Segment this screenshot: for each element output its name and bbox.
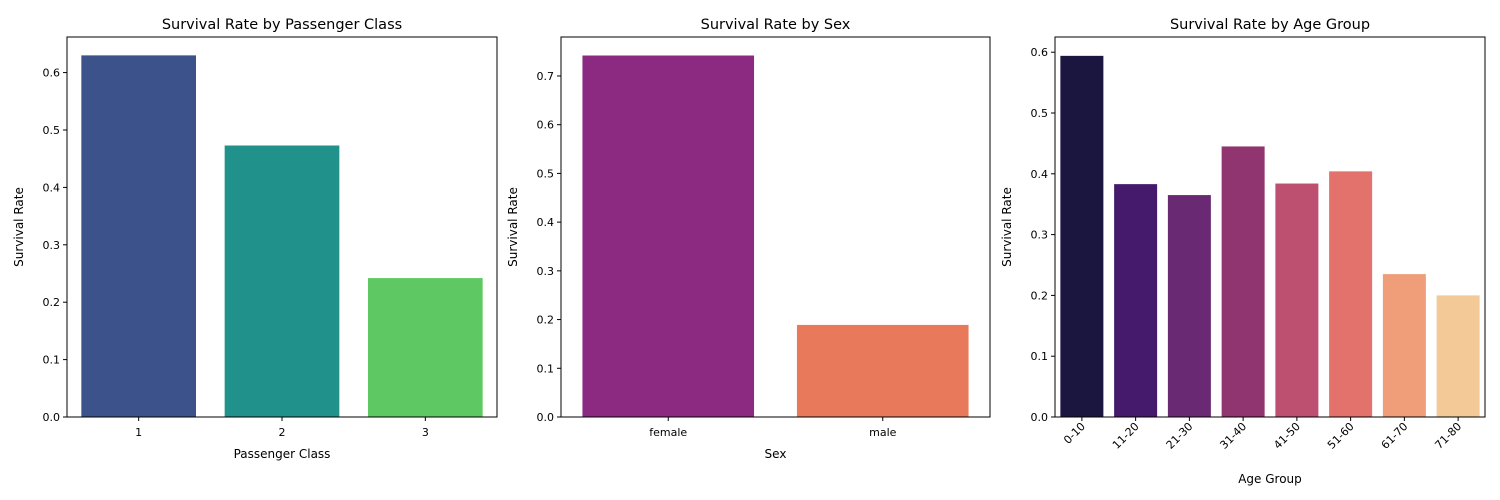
y-tick-label: 0.3 bbox=[1031, 229, 1049, 242]
bar-31-40 bbox=[1221, 146, 1265, 417]
y-tick-label: 0.4 bbox=[537, 216, 555, 229]
bar-0-10 bbox=[1060, 55, 1104, 418]
x-axis-label: Age Group bbox=[1238, 472, 1302, 486]
bar-1 bbox=[81, 55, 196, 417]
y-tick-label: 0.5 bbox=[43, 124, 61, 137]
chart-panel-3: 0.0 0.1 0.2 0.3 0.4 0.5 0.6 0-10 11-20 21-30 31-40… bbox=[1000, 17, 1486, 486]
y-tick-label: 0.6 bbox=[43, 67, 61, 80]
x-tick-label: 2 bbox=[279, 426, 286, 439]
x-tick-label: 31-40 bbox=[1217, 420, 1249, 452]
x-tick-label: 1 bbox=[135, 426, 142, 439]
bar-61-70 bbox=[1382, 274, 1426, 417]
y-tick-label: 0.0 bbox=[1031, 411, 1049, 424]
x-tick-label: female bbox=[649, 426, 687, 439]
chart-title: Survival Rate by Passenger Class bbox=[162, 17, 402, 33]
y-tick-label: 0.2 bbox=[1031, 289, 1049, 302]
x-axis-label: Sex bbox=[765, 447, 787, 461]
x-tick-label: 21-30 bbox=[1164, 420, 1196, 452]
x-tick-label: 51-60 bbox=[1325, 420, 1357, 452]
y-tick-label: 0.1 bbox=[537, 362, 555, 375]
y-tick-label: 0.2 bbox=[43, 296, 61, 309]
chart-title: Survival Rate by Sex bbox=[701, 17, 851, 33]
y-axis-label: Survival Rate bbox=[12, 187, 26, 267]
bar-3 bbox=[368, 278, 483, 417]
x-tick-label: 0-10 bbox=[1061, 420, 1088, 447]
y-tick-label: 0.6 bbox=[537, 119, 555, 132]
bar-female bbox=[582, 55, 755, 418]
bar-71-80 bbox=[1436, 295, 1480, 417]
chart-title: Survival Rate by Age Group bbox=[1170, 17, 1370, 33]
bar-41-50 bbox=[1275, 183, 1319, 417]
y-tick-label: 0.6 bbox=[1031, 46, 1049, 59]
bar-51-60 bbox=[1329, 171, 1373, 417]
bar-2 bbox=[224, 145, 340, 417]
y-tick-label: 0.5 bbox=[537, 167, 555, 180]
bar-21-30 bbox=[1167, 195, 1211, 417]
y-tick-label: 0.0 bbox=[537, 411, 555, 424]
x-tick-label: male bbox=[869, 426, 897, 439]
y-tick-label: 0.1 bbox=[43, 354, 61, 367]
y-tick-label: 0.1 bbox=[1031, 350, 1049, 363]
y-tick-label: 0.4 bbox=[1031, 168, 1049, 181]
y-tick-label: 0.7 bbox=[537, 70, 555, 83]
bar-11-20 bbox=[1114, 184, 1158, 417]
y-tick-label: 0.3 bbox=[537, 265, 555, 278]
y-tick-label: 0.4 bbox=[43, 181, 61, 194]
y-tick-label: 0.0 bbox=[43, 411, 61, 424]
x-tick-label: 11-20 bbox=[1110, 420, 1142, 452]
chart-panel-2: 0.0 0.1 0.2 0.3 0.4 0.5 0.6 0.7 female male Surviv… bbox=[506, 17, 991, 461]
y-axis-label: Survival Rate bbox=[506, 187, 520, 267]
x-tick-label: 3 bbox=[422, 426, 429, 439]
x-tick-label: 71-80 bbox=[1432, 420, 1464, 452]
y-tick-label: 0.5 bbox=[1031, 107, 1049, 120]
y-axis-label: Survival Rate bbox=[1000, 187, 1014, 267]
x-axis-label: Passenger Class bbox=[234, 447, 331, 461]
x-tick-label: 61-70 bbox=[1379, 420, 1411, 452]
chart-panel-1: 0.0 0.1 0.2 0.3 0.4 0.5 0.6 1 2 3 Survival Rate by… bbox=[12, 17, 498, 461]
y-tick-label: 0.3 bbox=[43, 239, 61, 252]
x-tick-label: 41-50 bbox=[1271, 420, 1303, 452]
y-tick-label: 0.2 bbox=[537, 314, 555, 327]
plot-frame bbox=[560, 36, 991, 418]
bar-male bbox=[796, 324, 969, 417]
plot-frame bbox=[1054, 36, 1486, 418]
